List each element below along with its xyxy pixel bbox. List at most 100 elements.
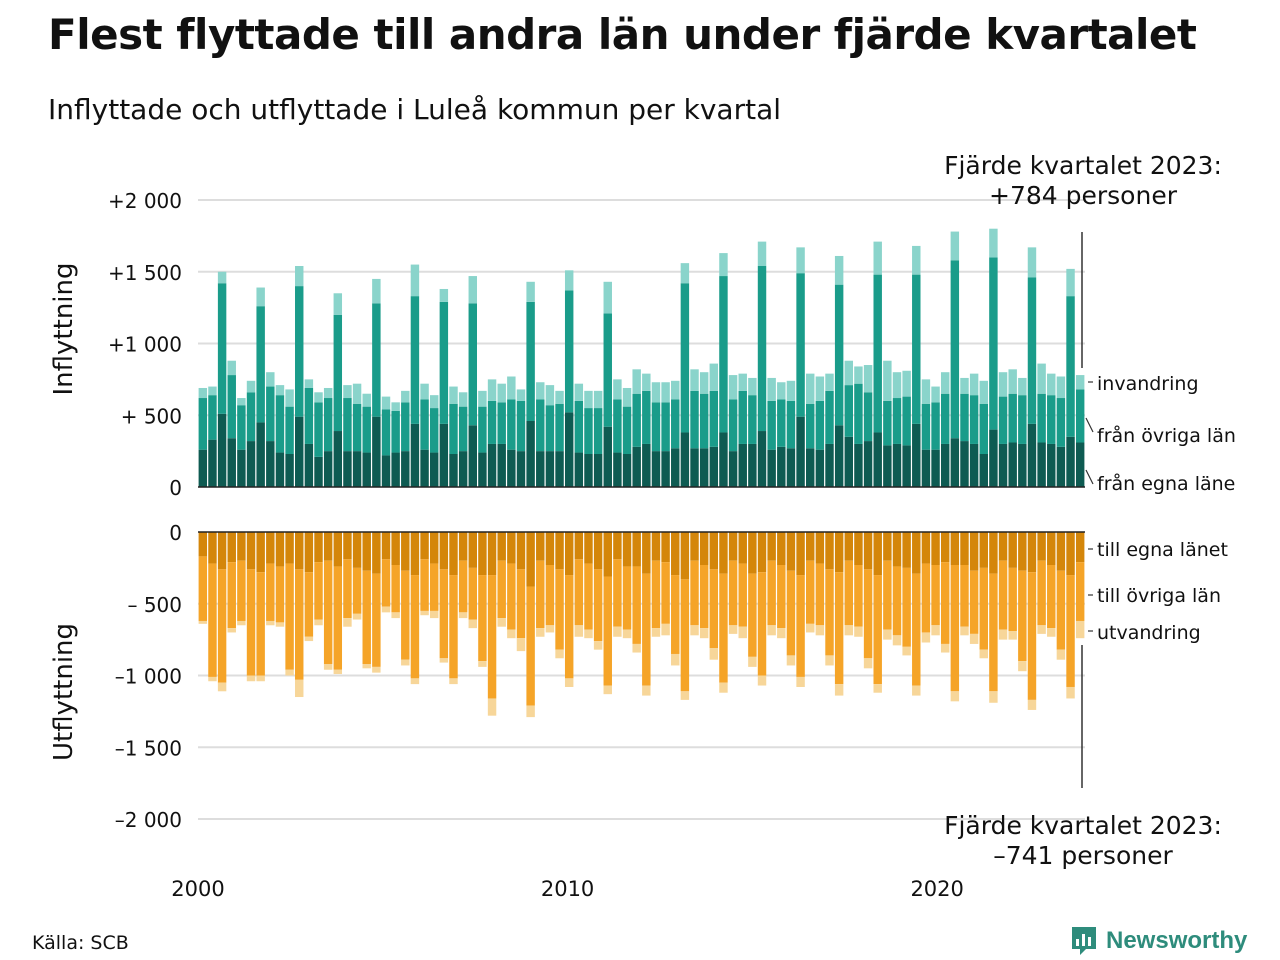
y-tick-label: 0 — [169, 521, 182, 545]
bar-utflytt-1 — [1047, 565, 1056, 629]
bar-utflytt-0 — [1075, 532, 1085, 563]
bar-utflytt-0 — [246, 532, 256, 570]
bar-utflytt-1 — [1027, 572, 1037, 700]
bar-utflytt-2 — [738, 626, 747, 639]
bar-inflytt-0 — [834, 425, 844, 487]
legend-leader — [1085, 417, 1094, 433]
bar-utflytt-0 — [295, 532, 304, 570]
bar-utflytt-1 — [642, 573, 651, 686]
bar-inflytt-2 — [777, 382, 786, 400]
bar-inflytt-2 — [825, 373, 834, 391]
bar-inflytt-0 — [902, 445, 911, 487]
bar-utflytt-1 — [285, 563, 294, 670]
bar-inflytt-0 — [304, 443, 314, 487]
bar-inflytt-1 — [584, 408, 593, 454]
bar-utflytt-1 — [709, 569, 719, 649]
bar-utflytt-2 — [439, 658, 449, 663]
bar-utflytt-2 — [237, 620, 246, 626]
bar-utflytt-2 — [584, 629, 593, 639]
bar-utflytt-1 — [806, 560, 815, 624]
bar-inflytt-0 — [429, 452, 439, 487]
bar-inflytt-1 — [439, 301, 449, 424]
bar-inflytt-2 — [295, 266, 304, 287]
bar-utflytt-0 — [883, 532, 892, 561]
bar-inflytt-0 — [439, 423, 449, 487]
bar-inflytt-0 — [651, 451, 661, 487]
bar-utflytt-2 — [1056, 649, 1066, 660]
bar-inflytt-0 — [1075, 442, 1085, 487]
bar-utflytt-0 — [266, 532, 275, 564]
bar-utflytt-2 — [815, 625, 825, 636]
bar-utflytt-1 — [844, 560, 854, 626]
bar-utflytt-1 — [777, 565, 786, 629]
bar-utflytt-0 — [333, 532, 343, 567]
bar-inflytt-0 — [960, 441, 969, 487]
bar-inflytt-1 — [690, 390, 699, 449]
bar-utflytt-2 — [516, 638, 526, 652]
x-tick-label: 2020 — [910, 877, 963, 901]
bar-inflytt-1 — [468, 303, 477, 426]
bar-utflytt-2 — [661, 623, 670, 636]
bar-utflytt-0 — [198, 532, 208, 557]
bar-inflytt-0 — [208, 439, 217, 487]
bar-utflytt-1 — [304, 572, 314, 637]
bar-inflytt-0 — [863, 441, 873, 487]
bar-inflytt-1 — [227, 375, 236, 439]
bar-utflytt-2 — [295, 679, 304, 698]
bar-inflytt-2 — [381, 396, 391, 410]
bar-utflytt-1 — [217, 569, 227, 683]
bar-utflytt-2 — [246, 675, 256, 682]
bar-inflytt-2 — [593, 390, 603, 409]
bar-inflytt-1 — [931, 402, 940, 450]
bar-utflytt-2 — [834, 684, 844, 696]
bar-inflytt-2 — [1027, 247, 1037, 278]
bar-utflytt-1 — [420, 559, 429, 611]
bar-utflytt-1 — [439, 569, 449, 659]
bar-inflytt-1 — [1027, 277, 1037, 424]
bar-inflytt-0 — [825, 443, 834, 487]
bar-inflytt-0 — [237, 449, 246, 487]
bar-utflytt-1 — [497, 560, 506, 619]
y-tick-label: –1 000 — [115, 665, 182, 689]
bar-utflytt-2 — [883, 629, 892, 640]
bar-utflytt-2 — [449, 678, 458, 685]
bar-utflytt-2 — [844, 625, 854, 636]
bar-inflytt-0 — [709, 446, 719, 487]
bar-utflytt-1 — [536, 560, 545, 629]
bar-inflytt-1 — [420, 399, 429, 450]
bar-inflytt-0 — [757, 431, 767, 487]
bar-inflytt-1 — [699, 393, 709, 449]
bar-inflytt-0 — [777, 446, 786, 487]
bar-inflytt-0 — [526, 420, 535, 487]
bar-utflytt-2 — [1018, 661, 1027, 672]
bar-utflytt-0 — [1008, 532, 1017, 568]
bar-inflytt-2 — [873, 241, 882, 275]
bar-inflytt-1 — [362, 406, 371, 453]
bar-utflytt-2 — [555, 649, 564, 659]
bar-utflytt-0 — [352, 532, 362, 568]
bar-inflytt-2 — [227, 360, 236, 376]
bar-inflytt-0 — [275, 452, 285, 487]
bar-inflytt-0 — [998, 443, 1008, 487]
bar-inflytt-1 — [564, 290, 574, 413]
bar-inflytt-2 — [931, 386, 940, 403]
bar-utflytt-1 — [545, 565, 555, 626]
bar-inflytt-2 — [1066, 268, 1075, 297]
bar-inflytt-2 — [458, 392, 468, 407]
y-tick-label: +2 000 — [108, 189, 182, 213]
bar-utflytt-2 — [1047, 628, 1056, 637]
bar-inflytt-2 — [410, 264, 420, 297]
bar-utflytt-0 — [719, 532, 728, 574]
bar-inflytt-1 — [449, 403, 458, 454]
bar-utflytt-0 — [622, 532, 632, 567]
bar-utflytt-2 — [285, 669, 294, 676]
bar-inflytt-0 — [883, 445, 892, 487]
bar-utflytt-0 — [478, 532, 487, 576]
bar-utflytt-2 — [468, 619, 477, 629]
legend-label: invandring — [1097, 373, 1199, 395]
bar-utflytt-1 — [1075, 562, 1085, 621]
bar-utflytt-0 — [584, 532, 593, 564]
bar-inflytt-1 — [391, 410, 400, 453]
bar-utflytt-1 — [198, 556, 208, 621]
annotation-line: Fjärde kvartalet 2023: — [944, 811, 1222, 840]
